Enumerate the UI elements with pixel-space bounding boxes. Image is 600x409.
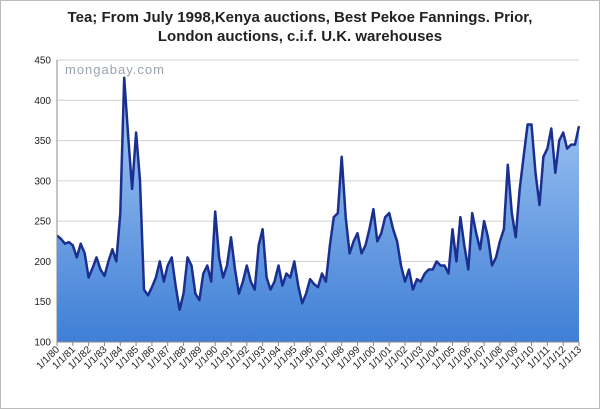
chart-title: Tea; From July 1998,Kenya auctions, Best…	[68, 9, 533, 26]
area	[57, 77, 579, 342]
y-tick-label: 400	[34, 96, 51, 107]
y-tick-label: 150	[34, 297, 51, 308]
y-tick-label: 450	[34, 56, 51, 67]
y-tick-label: 300	[34, 176, 51, 187]
watermark: mongabay.com	[65, 62, 165, 77]
y-tick-label: 350	[34, 136, 51, 147]
chart-title: London auctions, c.i.f. U.K. warehouses	[158, 28, 442, 45]
y-tick-label: 250	[34, 217, 51, 228]
y-tick-label: 100	[34, 338, 51, 349]
y-tick-label: 200	[34, 257, 51, 268]
line	[56, 76, 581, 312]
